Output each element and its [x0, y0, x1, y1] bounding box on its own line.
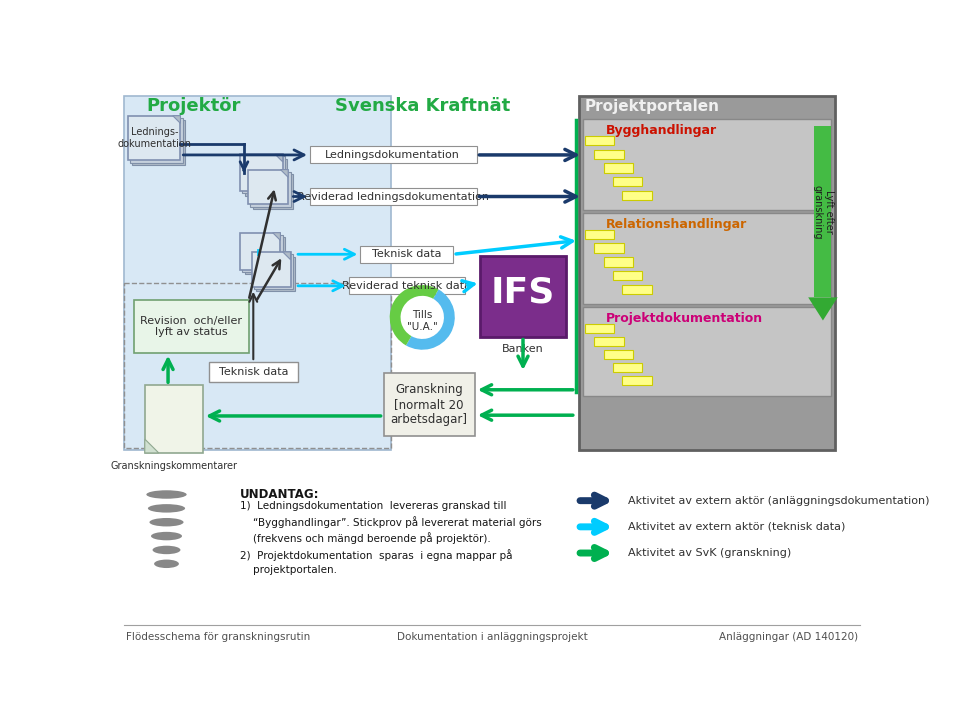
Bar: [604, 163, 633, 173]
Text: IFS: IFS: [491, 275, 555, 310]
Bar: [245, 159, 287, 196]
Bar: [622, 376, 652, 385]
Text: Tills
"U.A.": Tills "U.A.": [407, 310, 438, 332]
Text: Lednings-
dokumentation: Lednings- dokumentation: [118, 127, 192, 149]
Text: UNDANTAG:: UNDANTAG:: [240, 488, 320, 501]
Bar: [612, 271, 642, 280]
Bar: [583, 119, 830, 210]
Text: 1)  ⁠Ledningsdokumentation  levereras granskad till
    “Bygghandlingar”. Stickp: 1) ⁠Ledningsdokumentation levereras gran…: [240, 500, 541, 575]
Text: Reviderad teknisk data: Reviderad teknisk data: [343, 281, 471, 291]
Bar: [124, 283, 392, 449]
Text: Projektör: Projektör: [147, 97, 241, 115]
Bar: [134, 300, 249, 353]
Text: Projektdokumentation: Projektdokumentation: [606, 312, 763, 325]
Bar: [348, 277, 465, 294]
Bar: [252, 174, 293, 209]
Bar: [124, 96, 392, 450]
Text: Reviderad ledningsdokumentation: Reviderad ledningsdokumentation: [297, 192, 489, 202]
Bar: [240, 154, 283, 191]
Text: Banken: Banken: [502, 344, 544, 354]
Bar: [594, 150, 624, 159]
Bar: [243, 235, 283, 272]
Bar: [256, 256, 295, 291]
Wedge shape: [390, 285, 439, 346]
Bar: [383, 373, 475, 436]
Text: Ledningsdokumentation: Ledningsdokumentation: [325, 150, 460, 160]
Text: Flödesschema för granskningsrutin: Flödesschema för granskningsrutin: [126, 631, 310, 642]
Bar: [585, 135, 614, 145]
Polygon shape: [275, 154, 283, 162]
Ellipse shape: [150, 518, 183, 526]
Bar: [251, 172, 291, 207]
Text: Granskning
[normalt 20
arbetsdagar]: Granskning [normalt 20 arbetsdagar]: [391, 383, 468, 426]
Bar: [145, 385, 203, 453]
Bar: [585, 323, 614, 333]
Text: Relationshandlingar: Relationshandlingar: [606, 218, 747, 231]
Text: Aktivitet av extern aktör (teknisk data): Aktivitet av extern aktör (teknisk data): [628, 522, 845, 532]
Bar: [240, 233, 280, 270]
Text: Bygghandlingar: Bygghandlingar: [606, 124, 717, 137]
Bar: [585, 230, 614, 239]
Bar: [209, 362, 299, 382]
Bar: [245, 238, 285, 274]
Bar: [128, 116, 180, 161]
Polygon shape: [173, 116, 180, 123]
Polygon shape: [808, 297, 838, 320]
Bar: [130, 118, 182, 163]
Bar: [612, 363, 642, 372]
Bar: [248, 169, 288, 204]
Bar: [480, 256, 565, 337]
Text: Dokumentation i anläggningsprojekt: Dokumentation i anläggningsprojekt: [396, 631, 588, 642]
Text: Granskningskommentarer: Granskningskommentarer: [110, 461, 237, 471]
Bar: [594, 337, 624, 346]
Text: Lyft efter
granskning: Lyft efter granskning: [812, 184, 833, 239]
Bar: [622, 285, 652, 294]
Bar: [132, 120, 185, 165]
Text: Svenska Kraftnät: Svenska Kraftnät: [335, 97, 510, 115]
Ellipse shape: [153, 546, 180, 554]
Bar: [594, 243, 624, 253]
Bar: [583, 307, 830, 396]
Text: Projektportalen: Projektportalen: [585, 99, 720, 114]
Bar: [622, 191, 652, 200]
Bar: [252, 252, 291, 287]
Text: Teknisk data: Teknisk data: [372, 249, 442, 259]
Text: Teknisk data: Teknisk data: [219, 367, 288, 377]
Bar: [254, 254, 293, 289]
Bar: [310, 188, 476, 205]
Polygon shape: [145, 439, 158, 453]
Text: Aktivitet av extern aktör (anläggningsdokumentation): Aktivitet av extern aktör (anläggningsdo…: [628, 495, 929, 505]
Ellipse shape: [151, 532, 182, 540]
Ellipse shape: [148, 504, 185, 513]
Bar: [310, 146, 476, 163]
Polygon shape: [283, 252, 291, 260]
Bar: [604, 350, 633, 359]
Bar: [604, 257, 633, 266]
Bar: [360, 246, 453, 263]
Text: Anläggningar (AD 140120): Anläggningar (AD 140120): [719, 631, 858, 642]
Bar: [583, 212, 830, 304]
Bar: [814, 127, 831, 297]
Ellipse shape: [155, 559, 179, 568]
Bar: [612, 177, 642, 186]
Wedge shape: [406, 289, 455, 350]
Bar: [243, 156, 285, 194]
Polygon shape: [273, 233, 280, 240]
Text: Revision  och/eller
lyft av status: Revision och/eller lyft av status: [140, 316, 242, 338]
Text: Aktivitet av SvK (granskning): Aktivitet av SvK (granskning): [628, 548, 791, 558]
Ellipse shape: [146, 490, 186, 499]
Polygon shape: [280, 169, 288, 177]
Bar: [579, 96, 834, 450]
